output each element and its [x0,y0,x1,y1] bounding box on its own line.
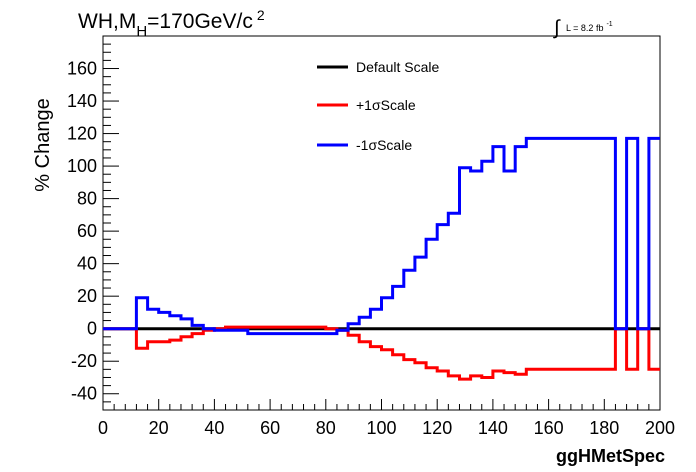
legend-label: Default Scale [356,59,439,75]
y-axis: -40 -20 0 20 40 60 80 100 120 140 160 [67,35,119,411]
legend-label: +1σScale [356,97,416,113]
y-tick-label: -40 [71,384,97,404]
series-line-2 [103,325,660,381]
x-tick-label: 20 [149,418,169,438]
x-axis-label: ggHMetSpec [556,446,665,466]
x-tick-label: 140 [478,418,508,438]
y-tick-label: 20 [77,286,97,306]
x-tick-label: 60 [260,418,280,438]
series-line-3 [103,136,660,336]
y-tick-label: -20 [71,351,97,371]
y-tick-label: 160 [67,59,97,79]
plot-frame [102,35,661,411]
y-axis-label: % Change [32,98,54,191]
lumi-integral-sign: ∫ [553,17,561,39]
x-tick-label: 0 [98,418,108,438]
y-tick-label: 60 [77,221,97,241]
x-tick-label: 80 [316,418,336,438]
x-tick-label: 180 [589,418,619,438]
x-tick-label: 160 [534,418,564,438]
legend-label: -1σScale [356,137,412,153]
y-tick-label: 0 [87,319,97,339]
y-tick-label: 120 [67,124,97,144]
lumi-label: L = 8.2 fb -1 [566,21,613,33]
legend: Default Scale +1σScale -1σScale [317,59,439,153]
chart-title: WH,MH=170GeV/c 2 [78,7,265,40]
y-tick-label: 80 [77,189,97,209]
y-tick-label: 40 [77,254,97,274]
series-lines [103,136,660,381]
x-tick-label: 40 [204,418,224,438]
x-tick-label: 100 [366,418,396,438]
x-axis: 0 20 40 60 80 100 120 140 160 180 200 [98,399,675,438]
x-tick-label: 120 [422,418,452,438]
y-tick-label: 100 [67,156,97,176]
y-tick-label: 140 [67,91,97,111]
x-tick-label: 200 [645,418,675,438]
